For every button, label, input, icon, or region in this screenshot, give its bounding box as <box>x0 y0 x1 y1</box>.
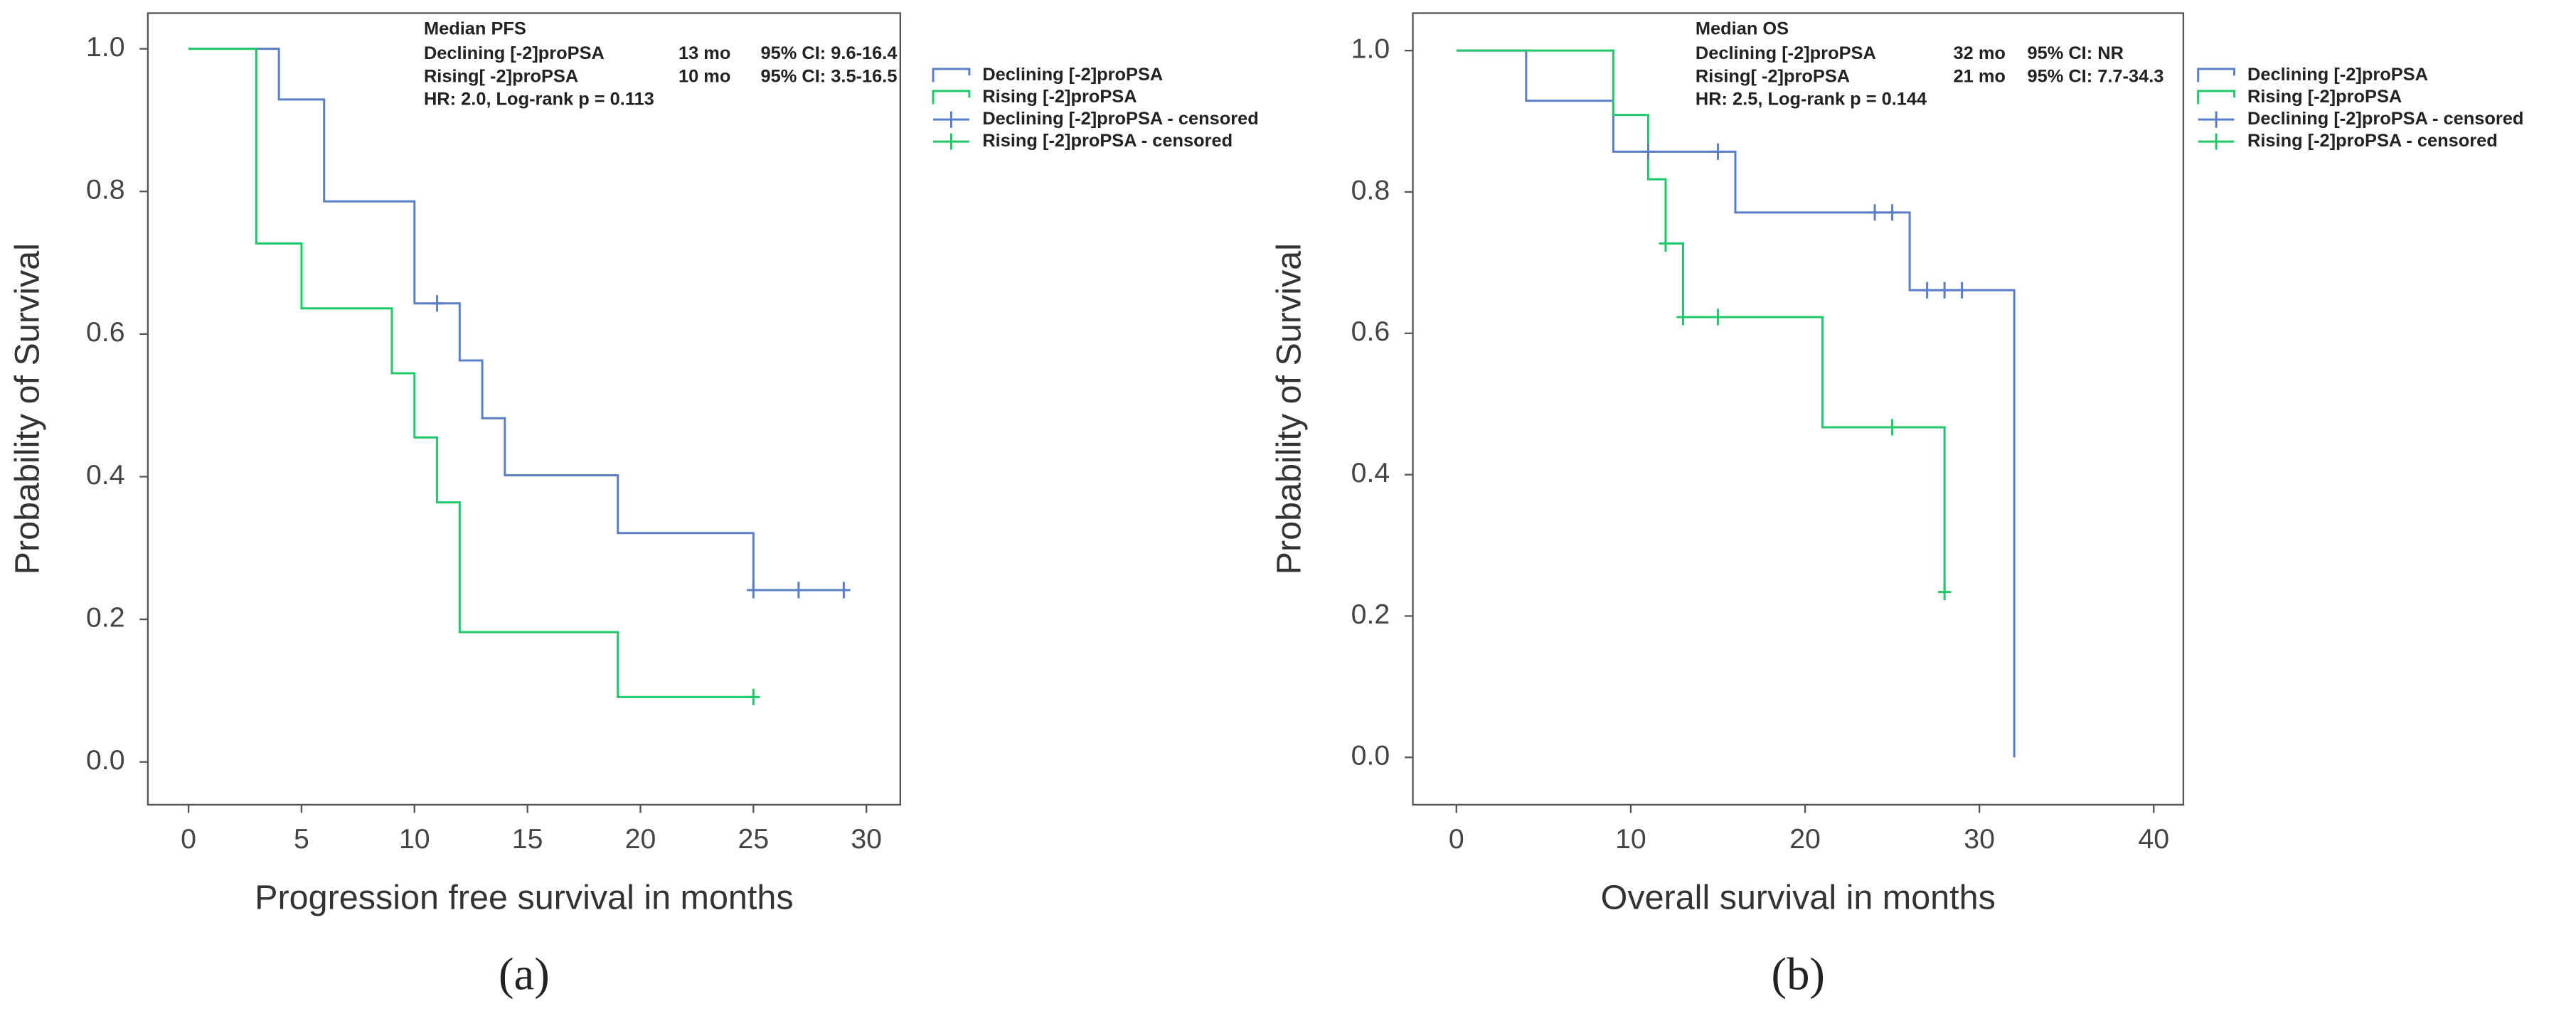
annotation-cell: 95% CI: 9.6-16.4 <box>761 43 898 63</box>
x-tick-label: 30 <box>851 823 882 855</box>
censor-mark <box>1885 419 1899 436</box>
y-tick-label: 1.0 <box>1351 33 1390 65</box>
legend-label: Declining [-2]proPSA - censored <box>2247 109 2523 129</box>
censor-mark <box>1868 204 1882 221</box>
x-tick-label: 25 <box>738 823 770 855</box>
annotation-footer: HR: 2.5, Log-rank p = 0.144 <box>1696 90 1927 109</box>
annotation-cell: Rising[ -2]proPSA <box>424 66 578 86</box>
panel-label: (b) <box>1772 948 1825 1000</box>
legend-symbol <box>932 90 971 105</box>
x-axis-label: Progression free survival in months <box>255 879 793 917</box>
panel-label: (a) <box>499 948 550 1000</box>
survival-curve <box>188 48 754 698</box>
censor-mark <box>1937 584 1952 601</box>
survival-curve <box>188 48 844 592</box>
legend-label: Rising [-2]proPSA - censored <box>982 131 1233 151</box>
x-axis-label: Overall survival in months <box>1601 879 1996 917</box>
censor-mark <box>747 582 760 599</box>
y-tick-label: 0.4 <box>86 459 125 491</box>
y-tick-label: 1.0 <box>86 31 125 63</box>
x-tick-label: 5 <box>294 823 309 855</box>
annotation-cell: 32 mo <box>1954 43 2006 63</box>
legend-label: Declining [-2]proPSA <box>2247 65 2428 85</box>
y-axis-label: Probability of Survival <box>8 243 46 574</box>
annotation-cell: 95% CI: 7.7-34.3 <box>2027 66 2163 86</box>
y-tick-label: 0.2 <box>1351 599 1390 630</box>
plot-frame <box>1412 12 2185 806</box>
x-tick-label: 40 <box>2138 823 2169 855</box>
x-tick-label: 10 <box>1615 823 1646 855</box>
x-tick-label: 15 <box>512 823 543 855</box>
survival-curve <box>1456 49 2016 758</box>
y-tick-label: 0.6 <box>86 316 125 348</box>
censor-mark <box>1659 235 1673 252</box>
y-tick-label: 0.4 <box>1351 457 1390 488</box>
x-tick-label: 20 <box>1789 823 1821 855</box>
y-tick-label: 0.2 <box>86 601 125 633</box>
censor-mark <box>837 582 851 599</box>
annotation-cell: 10 mo <box>678 66 730 86</box>
legend-label: Rising [-2]proPSA <box>2247 87 2402 107</box>
chart-panel: 0.0 0.2 0.4 0.6 0.8 1.0 0 5 10 15 20 25 30 Progressio… <box>8 12 1259 1000</box>
annotation-title: Median PFS <box>424 18 526 38</box>
y-tick-label: 0.0 <box>1351 740 1390 771</box>
censor-mark <box>1676 309 1690 326</box>
censor-mark <box>792 582 806 599</box>
survival-curve <box>1456 49 1946 592</box>
censor-mark <box>1885 204 1899 221</box>
annotation-cell: 95% CI: NR <box>2027 43 2123 63</box>
annotation-cell: 95% CI: 3.5-16.5 <box>761 66 898 86</box>
annotation-cell: Rising[ -2]proPSA <box>1696 66 1850 86</box>
plot-frame <box>147 12 902 806</box>
annotation-cell: 13 mo <box>678 43 730 63</box>
legend-symbol <box>2197 68 2236 82</box>
legend-symbol <box>2197 90 2236 105</box>
x-tick-label: 0 <box>181 823 196 855</box>
censor-mark <box>430 295 444 312</box>
censor-mark <box>1711 143 1725 160</box>
x-tick-label: 30 <box>1964 823 1995 855</box>
y-tick-label: 0.8 <box>1351 174 1390 205</box>
y-tick-label: 0.6 <box>1351 316 1390 347</box>
legend-label: Rising [-2]proPSA <box>982 87 1137 107</box>
legend-symbol <box>2198 111 2235 128</box>
annotation-footer: HR: 2.0, Log-rank p = 0.113 <box>424 90 654 109</box>
annotation-cell: Declining [-2]proPSA <box>1696 43 1876 63</box>
y-tick-label: 0.0 <box>86 744 125 776</box>
censor-mark <box>1641 143 1655 160</box>
legend-label: Declining [-2]proPSA <box>982 65 1163 85</box>
legend-label: Declining [-2]proPSA - censored <box>982 109 1258 129</box>
censor-mark <box>747 688 760 705</box>
legend-label: Rising [-2]proPSA - censored <box>2247 131 2498 151</box>
legend-symbol <box>2198 133 2235 150</box>
annotation-cell: 21 mo <box>1954 66 2006 86</box>
censor-mark <box>1937 282 1952 299</box>
x-tick-label: 10 <box>399 823 430 855</box>
chart-panel: 0.0 0.2 0.4 0.6 0.8 1.0 0 10 20 30 40 Overall survi… <box>1270 12 2523 1000</box>
annotation-title: Median OS <box>1696 18 1789 38</box>
censor-mark <box>1711 309 1725 326</box>
y-axis-label: Probability of Survival <box>1270 243 1308 574</box>
annotation-cell: Declining [-2]proPSA <box>424 43 605 63</box>
legend-symbol <box>933 111 969 128</box>
censor-mark <box>1920 282 1934 299</box>
x-tick-label: 0 <box>1449 823 1464 855</box>
censor-mark <box>1955 282 1969 299</box>
y-tick-label: 0.8 <box>86 174 125 205</box>
x-tick-label: 20 <box>625 823 656 855</box>
legend-symbol <box>932 68 971 82</box>
legend-symbol <box>933 133 969 150</box>
